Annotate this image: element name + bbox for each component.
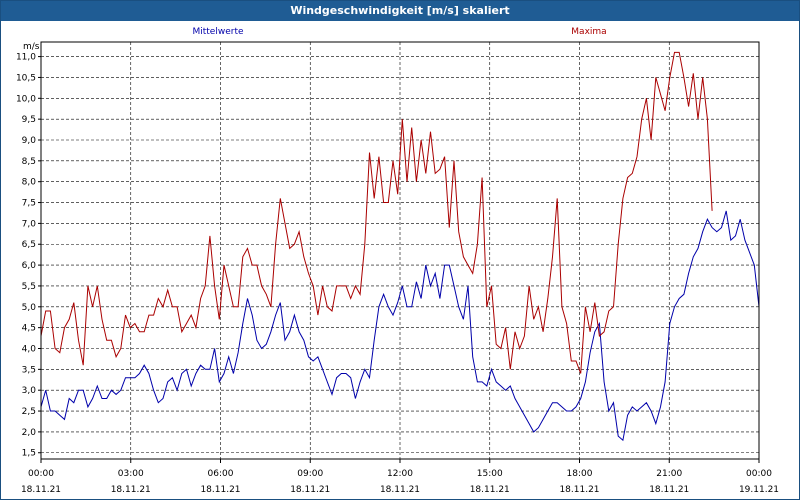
x-tick-time: 00:00 (746, 469, 772, 479)
y-tick-label: 7,0 (22, 219, 37, 229)
y-tick-label: 5,5 (22, 282, 36, 292)
y-tick-label: 11,0 (16, 53, 36, 63)
y-tick-label: 10,0 (16, 94, 36, 104)
x-tick-time: 09:00 (297, 469, 323, 479)
y-tick-label: 2,5 (22, 407, 36, 417)
legend-mittelwerte: Mittelwerte (192, 27, 243, 37)
y-tick-label: 6,5 (22, 240, 36, 250)
series-lines (40, 51, 760, 442)
x-tick-date: 18.11.21 (200, 485, 240, 495)
y-tick-label: 8,5 (22, 157, 36, 167)
series-line-mittelwerte (40, 210, 760, 442)
x-tick-time: 03:00 (118, 469, 144, 479)
x-tick-date: 18.11.21 (21, 485, 61, 495)
legend-maxima: Maxima (571, 27, 606, 37)
y-tick-label: 8,0 (22, 178, 37, 188)
y-tick-label: 9,0 (22, 136, 37, 146)
y-tick-label: 4,5 (22, 324, 36, 334)
x-tick-date: 18.11.21 (470, 485, 510, 495)
grid (41, 42, 759, 459)
x-tick-time: 18:00 (567, 469, 593, 479)
x-tick-time: 15:00 (477, 469, 503, 479)
y-tick-label: 3,0 (22, 386, 37, 396)
y-tick-label: 9,5 (22, 115, 36, 125)
chart-canvas: m/s Mittelwerte Maxima 1,5 2,0 2,5 3,0 3,5 4,… (16, 27, 779, 495)
y-tick-label: 7,5 (22, 199, 36, 209)
y-tick-label: 1,5 (22, 449, 36, 459)
y-tick-label: 6,0 (22, 261, 37, 271)
x-tick-date: 18.11.21 (649, 485, 689, 495)
y-tick-label: 2,0 (22, 428, 37, 438)
x-tick-time: 21:00 (656, 469, 682, 479)
x-tick-date: 18.11.21 (111, 485, 151, 495)
x-tick-date: 18.11.21 (290, 485, 330, 495)
x-tick-time: 06:00 (208, 469, 234, 479)
x-axis-ticks: 00:00 18.11.21 03:00 18.11.21 06:00 18.11.21 0… (21, 459, 779, 495)
y-tick-label: 4,0 (22, 344, 37, 354)
y-tick-label: 10,5 (16, 73, 36, 83)
x-tick-date: 18.11.21 (559, 485, 599, 495)
y-tick-label: 5,0 (22, 303, 37, 313)
x-tick-time: 00:00 (28, 469, 54, 479)
x-tick-date: 19.11.21 (739, 485, 779, 495)
x-tick-date: 18.11.21 (380, 485, 420, 495)
x-tick-time: 12:00 (387, 469, 413, 479)
series-line-maxima (40, 51, 713, 374)
y-axis-label: m/s (23, 42, 40, 52)
window-title: Windgeschwindigkeit [m/s] skaliert (1, 1, 799, 21)
y-axis-ticks: 1,5 2,0 2,5 3,0 3,5 4,0 4,5 5,0 5,5 6,0 6,5 7,0 7,5 8… (16, 53, 41, 459)
y-tick-label: 3,5 (22, 365, 36, 375)
